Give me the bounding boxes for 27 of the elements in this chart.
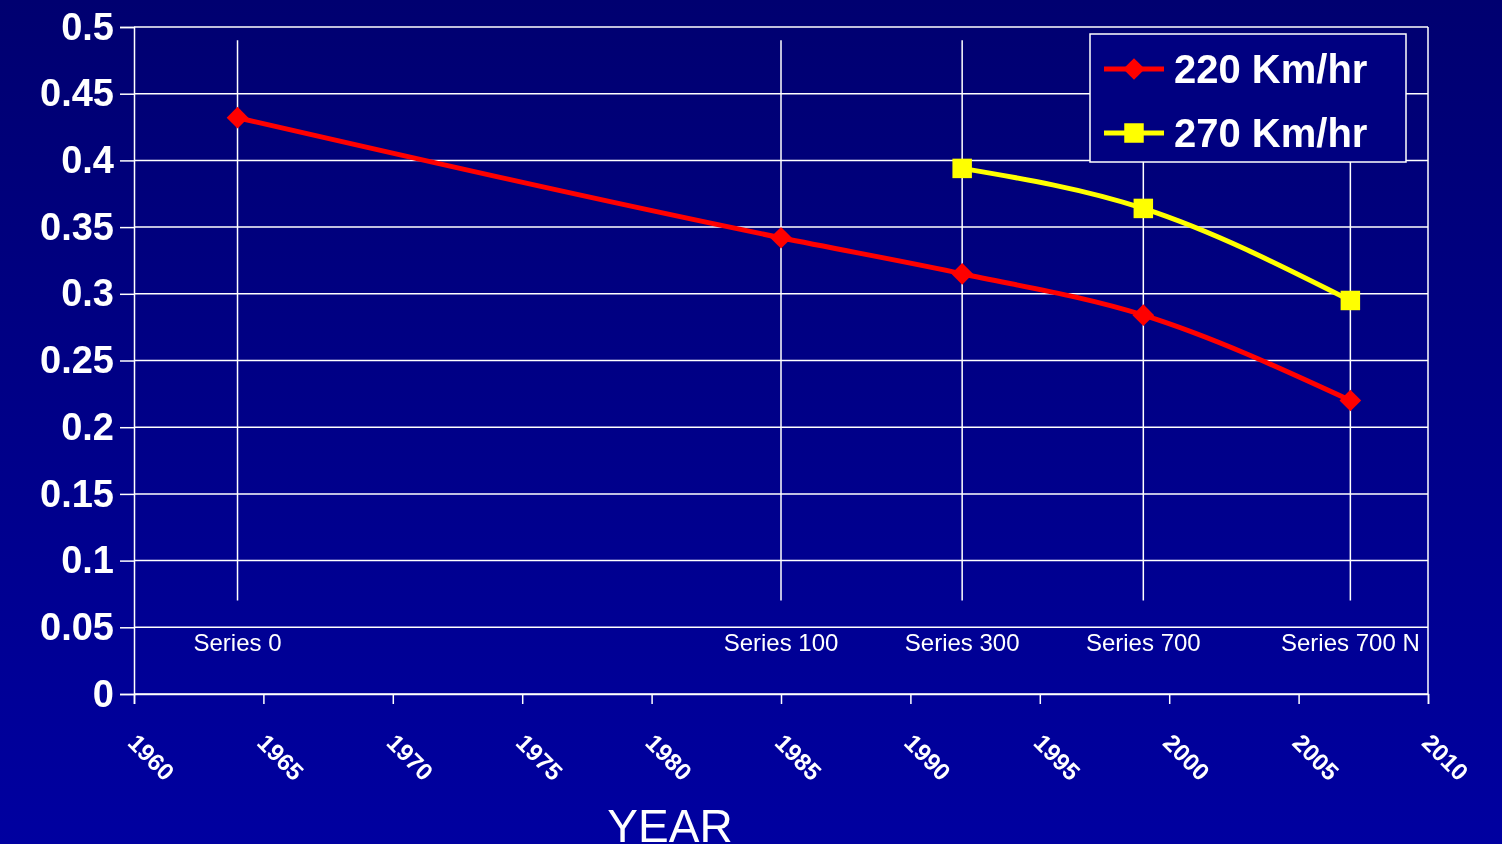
y-tick-label: 0.35 xyxy=(40,205,114,248)
point xyxy=(1339,389,1362,412)
y-tick-label: 0.4 xyxy=(61,139,114,182)
y-tick-label: 0.05 xyxy=(40,605,114,648)
y-tick-label: 0.5 xyxy=(61,5,114,48)
ref-line-label: Series 0 xyxy=(193,628,282,656)
ref-line-label: Series 700 N xyxy=(1280,628,1420,656)
y-tick-label: 0.3 xyxy=(61,272,114,315)
point xyxy=(226,106,249,129)
ref-line-label: Series 700 xyxy=(1085,628,1201,656)
point xyxy=(952,158,972,179)
ref-line-label: Series 100 xyxy=(723,628,839,656)
point xyxy=(1133,198,1154,219)
y-tick-label: 0 xyxy=(92,672,114,715)
legend-label: 220 Km/hr xyxy=(1174,47,1368,91)
y-tick-label: 0.25 xyxy=(40,339,114,382)
point xyxy=(951,262,974,285)
point xyxy=(1132,304,1155,326)
x-axis-title: YEAR xyxy=(607,800,733,844)
y-tick-label: 0.15 xyxy=(40,472,114,515)
point xyxy=(1340,290,1361,311)
point xyxy=(770,226,792,249)
y-tick-label: 0.45 xyxy=(40,72,114,115)
legend-label: 270 Km/hr xyxy=(1174,111,1368,155)
y-tick-label: 0.1 xyxy=(61,539,114,582)
y-tick-label: 0.2 xyxy=(61,405,114,448)
ref-line-label: Series 300 xyxy=(904,628,1020,656)
